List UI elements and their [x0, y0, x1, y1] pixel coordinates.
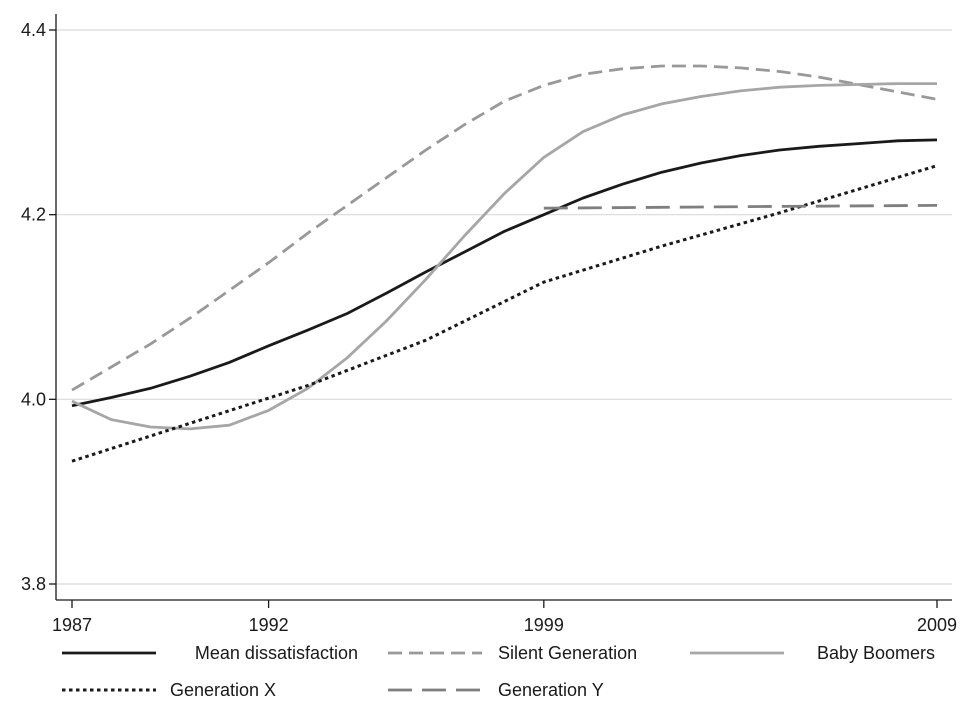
y-tick-label-2: 4.2	[21, 205, 46, 225]
x-tick-label-1: 1992	[249, 615, 289, 635]
series-line-silent-generation	[71, 64, 938, 392]
legend-label-generation-y: Generation Y	[498, 680, 604, 700]
x-tick-label-3: 2009	[917, 615, 957, 635]
series-line-baby-boomers	[71, 82, 937, 431]
legend-label-baby-boomers: Baby Boomers	[817, 643, 935, 663]
legend: Mean dissatisfaction Silent Generation Bab…	[62, 643, 935, 700]
y-tick-label-0: 3.8	[21, 574, 46, 594]
series-line-mean-dissatisfaction	[71, 138, 938, 408]
x-tick-label-0: 1987	[52, 615, 92, 635]
y-tick-label-3: 4.4	[21, 20, 46, 40]
series-line-generation-y	[543, 204, 938, 210]
legend-label-generation-x: Generation X	[170, 680, 276, 700]
x-tick-label-2: 1999	[524, 615, 564, 635]
legend-label-mean-dissatisfaction: Mean dissatisfaction	[195, 643, 358, 663]
y-tick-label-1: 4.0	[21, 389, 46, 409]
axes: 3.8 4.0 4.2 4.4 1987 1992 1999 2009	[21, 14, 957, 635]
series-line-generation-x	[71, 164, 938, 463]
legend-label-silent-generation: Silent Generation	[498, 643, 637, 663]
series-lines	[71, 64, 938, 463]
grid-lines	[56, 29, 952, 585]
